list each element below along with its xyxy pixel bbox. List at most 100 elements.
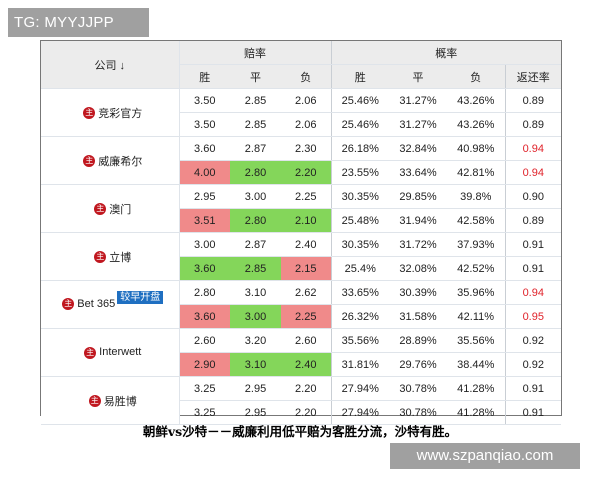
return-rate-cell: 0.94	[504, 280, 562, 305]
odds-lose-cell: 2.20	[281, 400, 332, 425]
table-row: 主 Interwett 2.60 3.20 2.60 35.56% 28.89% 35.56%…	[41, 328, 562, 377]
prob-win-cell: 27.94%	[331, 376, 390, 401]
table-row: 主立博 3.00 2.87 2.40 30.35% 31.72% 37.93% 0.91	[41, 232, 562, 281]
prob-win-cell: 31.81%	[331, 352, 390, 377]
table-row: 主威廉希尔 3.60 2.87 2.30 26.18% 32.84% 40.98% 0.94	[41, 136, 562, 185]
odds-lose-cell: 2.06	[281, 88, 332, 113]
prob-win-cell: 30.35%	[331, 232, 390, 257]
prob-draw-cell: 28.89%	[389, 328, 448, 353]
prob-draw-cell: 31.72%	[389, 232, 448, 257]
company-cell[interactable]: 主威廉希尔	[41, 136, 180, 185]
company-cell[interactable]: 主 Interwett	[41, 328, 180, 377]
prob-lose-cell: 35.56%	[447, 328, 506, 353]
company-cell[interactable]: 主澳门	[41, 184, 180, 233]
prob-lose-cell: 38.44%	[447, 352, 506, 377]
home-badge-icon: 主	[88, 394, 101, 407]
prob-draw-cell: 31.94%	[389, 208, 448, 233]
odds-draw-cell: 3.00	[230, 304, 281, 329]
return-rate-cell: 0.89	[504, 88, 562, 113]
odds-win-cell: 4.00	[179, 160, 230, 185]
company-name[interactable]: 威廉希尔	[98, 155, 143, 168]
col-header-odds-win: 胜	[179, 64, 230, 89]
odds-table-frame: 公司 ↓ 赔率 概率 胜 平 负 胜 平 负 返还率 主竞彩官方 3.50 2.85…	[40, 40, 562, 425]
prob-draw-cell: 32.84%	[389, 136, 448, 161]
odds-lose-cell: 2.60	[281, 328, 332, 353]
return-rate-cell: 0.94	[504, 136, 562, 161]
company-name[interactable]: 澳门	[109, 203, 132, 216]
prob-draw-cell: 31.27%	[389, 112, 448, 137]
odds-lose-cell: 2.62	[281, 280, 332, 305]
prob-draw-cell: 29.85%	[389, 184, 448, 209]
prob-lose-cell: 42.81%	[447, 160, 506, 185]
col-header-return-rate: 返还率	[504, 64, 562, 89]
odds-draw-cell: 2.85	[230, 112, 281, 137]
odds-lose-cell: 2.10	[281, 208, 332, 233]
prob-lose-cell: 43.26%	[447, 88, 506, 113]
early-open-tag: 较早开盘	[117, 291, 164, 304]
odds-lose-cell: 2.06	[281, 112, 332, 137]
prob-win-cell: 26.32%	[331, 304, 390, 329]
prob-lose-cell: 37.93%	[447, 232, 506, 257]
company-cell[interactable]: 主 Bet 365较早开盘	[41, 280, 180, 329]
prob-win-cell: 25.4%	[331, 256, 390, 281]
prob-win-cell: 23.55%	[331, 160, 390, 185]
odds-draw-cell: 3.00	[230, 184, 281, 209]
odds-lose-cell: 2.40	[281, 232, 332, 257]
odds-win-cell: 2.60	[179, 328, 230, 353]
company-cell[interactable]: 主立博	[41, 232, 180, 281]
home-badge-icon: 主	[94, 250, 107, 263]
odds-draw-cell: 2.85	[230, 88, 281, 113]
return-rate-cell: 0.95	[504, 304, 562, 329]
table-row: 3.51 2.80 2.10 25.48% 31.94% 42.58% 0.89	[41, 208, 562, 233]
prob-win-cell: 35.56%	[331, 328, 390, 353]
odds-win-cell: 3.60	[179, 256, 230, 281]
prob-win-cell: 26.18%	[331, 136, 390, 161]
odds-draw-cell: 2.85	[230, 256, 281, 281]
prob-draw-cell: 32.08%	[389, 256, 448, 281]
company-name[interactable]: 易胜博	[103, 395, 137, 408]
home-badge-icon: 主	[83, 154, 96, 167]
prob-lose-cell: 35.96%	[447, 280, 506, 305]
col-header-prob-lose: 负	[447, 64, 506, 89]
prob-win-cell: 25.46%	[331, 88, 390, 113]
odds-lose-cell: 2.20	[281, 376, 332, 401]
table-row: 主 Bet 365较早开盘 2.80 3.10 2.62 33.65% 30.39% 35.9…	[41, 280, 562, 329]
odds-draw-cell: 3.10	[230, 280, 281, 305]
odds-lose-cell: 2.15	[281, 256, 332, 281]
col-header-odds-draw: 平	[230, 64, 281, 89]
odds-table: 公司 ↓ 赔率 概率 胜 平 负 胜 平 负 返还率 主竞彩官方 3.50 2.85…	[41, 41, 562, 425]
odds-draw-cell: 2.87	[230, 232, 281, 257]
odds-win-cell: 3.60	[179, 304, 230, 329]
prob-lose-cell: 41.28%	[447, 400, 506, 425]
odds-win-cell: 3.25	[179, 376, 230, 401]
table-row: 2.90 3.10 2.40 31.81% 29.76% 38.44% 0.92	[41, 352, 562, 377]
odds-win-cell: 3.00	[179, 232, 230, 257]
company-name[interactable]: 竞彩官方	[98, 107, 143, 120]
odds-lose-cell: 2.30	[281, 136, 332, 161]
prob-win-cell: 30.35%	[331, 184, 390, 209]
return-rate-cell: 0.91	[504, 232, 562, 257]
odds-draw-cell: 3.10	[230, 352, 281, 377]
prob-group-header: 概率	[331, 41, 562, 65]
prob-win-cell: 27.94%	[331, 400, 390, 425]
prob-draw-cell: 30.78%	[389, 400, 448, 425]
odds-win-cell: 3.50	[179, 112, 230, 137]
prob-lose-cell: 43.26%	[447, 112, 506, 137]
table-row: 3.60 3.00 2.25 26.32% 31.58% 42.11% 0.95	[41, 304, 562, 329]
prob-draw-cell: 30.78%	[389, 376, 448, 401]
company-header[interactable]: 公司 ↓	[41, 41, 180, 89]
home-badge-icon: 主	[84, 346, 97, 359]
odds-win-cell: 3.51	[179, 208, 230, 233]
company-cell[interactable]: 主易胜博	[41, 376, 180, 425]
company-cell[interactable]: 主竞彩官方	[41, 88, 180, 137]
caption: 朝鲜vs沙特－－威廉利用低平赔为客胜分流，沙特有胜。	[142, 424, 458, 439]
watermark-top: TG: MYYJJPP	[8, 8, 149, 37]
company-name[interactable]: 立博	[109, 251, 132, 264]
company-name[interactable]: Bet 365	[77, 298, 116, 311]
prob-win-cell: 25.48%	[331, 208, 390, 233]
return-rate-cell: 0.92	[504, 328, 562, 353]
return-rate-cell: 0.91	[504, 400, 562, 425]
odds-win-cell: 3.25	[179, 400, 230, 425]
table-row: 3.50 2.85 2.06 25.46% 31.27% 43.26% 0.89	[41, 112, 562, 137]
company-name[interactable]: Interwett	[99, 346, 142, 359]
